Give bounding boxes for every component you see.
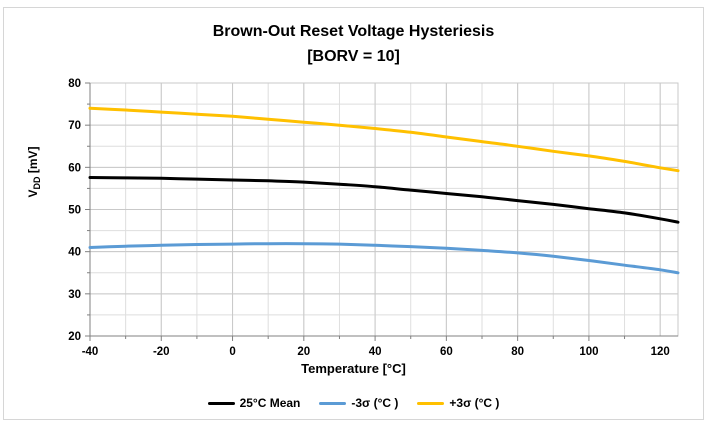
y-tick-label: 60 xyxy=(68,162,81,174)
chart-title-line1: Brown-Out Reset Voltage Hysteriesis xyxy=(212,23,495,40)
y-tick-label: 30 xyxy=(68,289,81,301)
x-tick-label: -40 xyxy=(82,346,99,358)
x-axis-title: Temperature [°C] xyxy=(301,361,406,376)
x-tick-label: 0 xyxy=(229,346,235,358)
series-line-2 xyxy=(88,106,680,173)
y-axis-title-main: V xyxy=(25,189,40,198)
x-tick-label: 100 xyxy=(579,346,598,358)
y-tick-label: 40 xyxy=(68,247,81,259)
x-tick-label: -20 xyxy=(153,346,170,358)
legend-label-minus3sigma: -3σ (°C ) xyxy=(351,396,399,410)
y-axis-title-sub: DD xyxy=(32,176,43,190)
x-tick-label: 120 xyxy=(651,346,670,358)
x-tick-label: 80 xyxy=(511,346,524,358)
chart-frame: Brown-Out Reset Voltage Hysteriesis [BOR… xyxy=(3,7,704,420)
series-line-1 xyxy=(88,242,680,275)
y-axis-title-unit: [mV] xyxy=(25,146,40,177)
chart-title: Brown-Out Reset Voltage Hysteriesis [BOR… xyxy=(4,19,703,69)
y-axis-title: VDD [mV] xyxy=(26,146,42,197)
x-tick-label: 40 xyxy=(369,346,382,358)
legend-item-minus3sigma: -3σ (°C ) xyxy=(319,396,398,410)
legend-item-plus3sigma: +3σ (°C ) xyxy=(417,396,499,410)
series-line-0 xyxy=(88,175,680,224)
y-tick-label: 20 xyxy=(68,331,81,343)
y-tick-label: 80 xyxy=(68,78,81,90)
legend-line-swatch-minus3sigma xyxy=(319,401,347,405)
x-tick-label: 60 xyxy=(440,346,453,358)
legend-line-swatch-mean xyxy=(207,401,235,405)
chart-title-line2: [BORV = 10] xyxy=(307,48,400,65)
x-tick-label: 20 xyxy=(297,346,310,358)
legend-label-mean: 25°C Mean xyxy=(239,396,301,410)
legend: 25°C Mean -3σ (°C ) +3σ (°C ) xyxy=(4,396,703,410)
legend-label-plus3sigma: +3σ (°C ) xyxy=(449,396,500,410)
y-tick-label: 50 xyxy=(68,205,81,217)
y-tick-label: 70 xyxy=(68,120,81,132)
plot-area: 20 30 40 50 60 70 80 -40 -20 0 20 40 60 80 100 120 xyxy=(68,78,680,358)
legend-line-swatch-plus3sigma xyxy=(417,401,445,405)
legend-item-mean: 25°C Mean xyxy=(207,396,301,410)
